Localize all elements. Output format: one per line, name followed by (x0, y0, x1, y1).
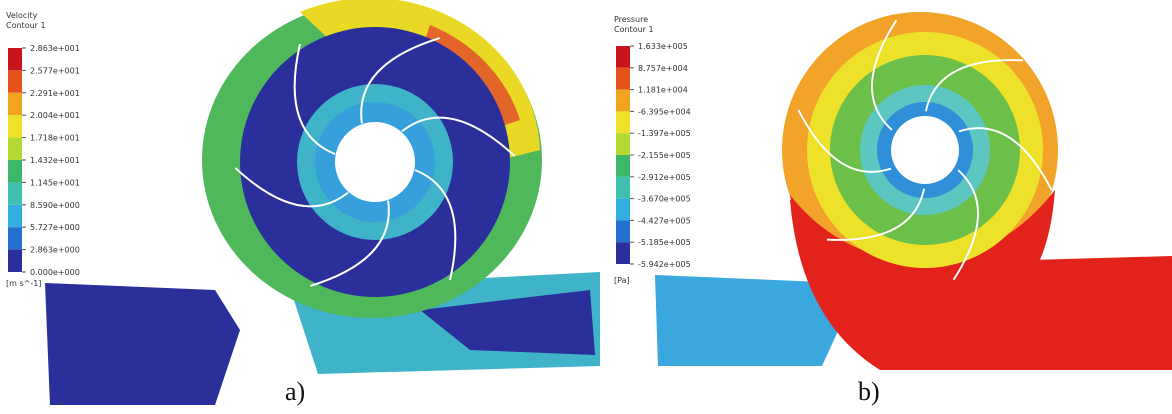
legend-swatch (616, 220, 630, 242)
legend-swatch (616, 155, 630, 177)
legend-swatch (8, 48, 22, 70)
legend-tick-label: 5.727e+000 (30, 223, 80, 232)
legend-tick-label: -2.912e+005 (638, 173, 691, 182)
legend-tick-label: 2.577e+001 (30, 66, 80, 75)
legend-tick-label: 8.590e+000 (30, 201, 80, 210)
legend-swatch (616, 111, 630, 133)
legend: Velocity Contour 1 [m s^-1] 2.863e+001 2.… (6, 11, 80, 288)
legend-tick-label: -5.942e+005 (638, 260, 691, 269)
legend-swatch (8, 115, 22, 137)
legend-tick-label: 2.291e+001 (30, 89, 80, 98)
legend-swatch (616, 199, 630, 221)
legend-tick-label: 2.863e+000 (30, 246, 80, 255)
figure: Velocity Contour 1 [m s^-1] 2.863e+001 2.… (0, 0, 1172, 414)
legend-swatch (8, 93, 22, 115)
legend-swatch (616, 46, 630, 68)
legend-swatch (8, 227, 22, 249)
legend-tick-label: 1.633e+005 (638, 42, 688, 51)
legend-swatch (8, 160, 22, 182)
legend-tick-label: 1.432e+001 (30, 156, 80, 165)
legend-swatch (8, 70, 22, 92)
impeller-eye (891, 116, 959, 184)
legend-tick-label: 0.000e+000 (30, 268, 80, 277)
legend-swatch (8, 250, 22, 272)
legend-tick-label: -4.427e+005 (638, 216, 691, 225)
legend-swatch (8, 182, 22, 204)
legend-title: Pressure (614, 15, 648, 24)
legend-swatch (616, 177, 630, 199)
legend-swatch (616, 133, 630, 155)
legend-swatch (616, 90, 630, 112)
velocity-contour: Velocity Contour 1 [m s^-1] 2.863e+001 2.… (6, 0, 600, 406)
pressure-contour: Pressure Contour 1 [Pa] 1.633e+005 8.757e… (614, 12, 1172, 406)
legend-tick-label: 1.145e+001 (30, 178, 80, 187)
legend-unit: [m s^-1] (6, 279, 41, 288)
impeller-eye (335, 122, 415, 202)
legend-swatch (616, 68, 630, 90)
legend-subtitle: Contour 1 (6, 21, 46, 30)
legend-unit: [Pa] (614, 276, 630, 285)
legend-swatch (8, 205, 22, 227)
legend-swatch (8, 138, 22, 160)
legend-subtitle: Contour 1 (614, 25, 654, 34)
inlet-pipe (45, 283, 240, 405)
legend-tick-label: -1.397e+005 (638, 129, 691, 138)
legend-tick-label: 8.757e+004 (638, 64, 688, 73)
legend-tick-label: 2.004e+001 (30, 111, 80, 120)
legend-tick-label: 2.863e+001 (30, 44, 80, 53)
legend-tick-label: 1.718e+001 (30, 134, 80, 143)
legend: Pressure Contour 1 [Pa] 1.633e+005 8.757e… (614, 15, 691, 285)
panel-label: a) (285, 377, 305, 406)
legend-tick-label: -6.395e+004 (638, 107, 691, 116)
legend-tick-label: -2.155e+005 (638, 151, 691, 160)
legend-tick-label: -5.185e+005 (638, 238, 691, 247)
legend-tick-label: -3.670e+005 (638, 195, 691, 204)
legend-swatch (616, 242, 630, 264)
legend-title: Velocity (6, 11, 38, 20)
panel-label: b) (858, 377, 880, 406)
legend-tick-label: 1.181e+004 (638, 86, 688, 95)
